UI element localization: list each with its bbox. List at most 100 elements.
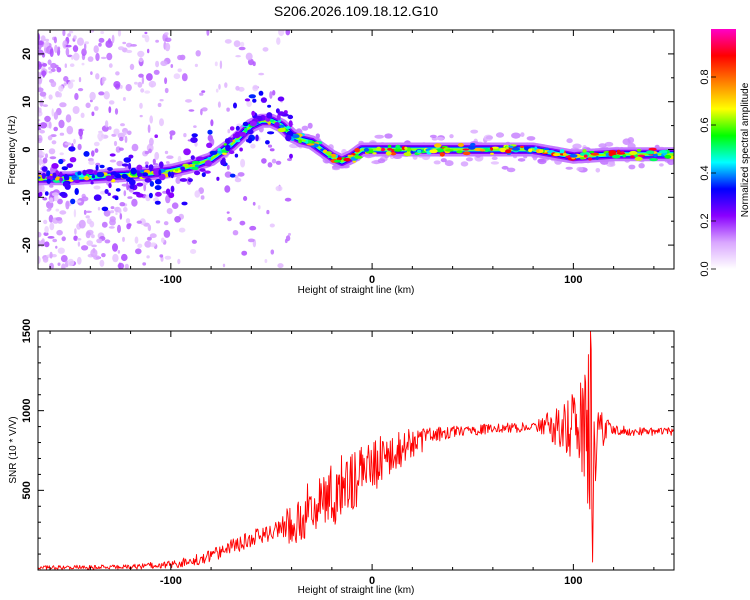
spectrogram-noise-cell: [53, 126, 58, 132]
spectrogram-ridge-cell: [590, 152, 600, 156]
spectrogram-noise-cell: [131, 198, 138, 207]
spectrogram-noise-cell: [115, 146, 121, 153]
spectrogram-noise-cell: [76, 238, 82, 241]
spectrogram-noise-cell: [181, 201, 188, 206]
colorbar-bar: [711, 29, 736, 269]
spectrogram-noise-cell: [122, 236, 125, 242]
spectrogram-noise-cell: [148, 164, 154, 171]
spectrogram-noise-cell: [565, 166, 573, 170]
spectrogram-noise-cell: [107, 38, 112, 44]
spectrogram-noise-cell: [194, 170, 201, 176]
spectrogram-noise-cell: [63, 82, 67, 86]
spectrogram-noise-cell: [276, 37, 281, 45]
spectrogram-noise-cell: [185, 99, 192, 103]
spectrogram-noise-cell: [77, 143, 82, 151]
spectrogram-noise-cell: [121, 183, 128, 187]
spectrogram-noise-cell: [61, 166, 68, 171]
spectrogram-noise-cell: [47, 59, 52, 65]
spectrogram-noise-cell: [576, 166, 584, 172]
spectrogram-noise-cell: [62, 40, 68, 49]
spectrogram-ridge-cell: [223, 143, 227, 146]
spectrogram-ridge-cell: [404, 146, 408, 150]
spectrogram-noise-cell: [163, 221, 169, 226]
spectrogram-noise-cell: [51, 108, 54, 117]
spectrogram-ridge-cell: [277, 127, 286, 133]
spectrogram-noise-cell: [224, 138, 230, 144]
spectrogram-noise-cell: [45, 153, 48, 159]
spectrogram-noise-cell: [164, 255, 172, 260]
spectrogram-noise-cell: [495, 132, 505, 138]
spectrogram-noise-cell: [44, 241, 50, 248]
spectrogram-noise-cell: [38, 119, 41, 122]
spectrogram-noise-cell: [57, 92, 62, 98]
spectrogram-noise-cell: [108, 182, 112, 189]
spectrogram-noise-cell: [147, 48, 150, 54]
spectrogram-noise-cell: [159, 254, 164, 258]
spectrogram-ridge-cell: [499, 147, 507, 153]
spectrogram-noise-cell: [121, 253, 128, 262]
snr-background: [38, 331, 674, 570]
spectrogram-ridge-cell: [580, 157, 585, 160]
spectrogram-noise-cell: [126, 42, 133, 48]
spectrogram-noise-cell: [659, 163, 664, 167]
spectrogram-noise-cell: [229, 173, 236, 178]
spectrogram-noise-cell: [59, 102, 67, 108]
spectrogram-noise-cell: [44, 191, 49, 196]
spectrogram-ridge-cell: [191, 164, 196, 168]
spectrogram-noise-cell: [491, 156, 498, 160]
spectrogram-noise-cell: [73, 209, 77, 218]
spectrogram-ridge-cell: [630, 155, 635, 158]
spectrogram-noise-cell: [429, 134, 437, 138]
snr-y-ticks: 500 1000 1500: [21, 319, 674, 555]
spectrogram-noise-cell: [128, 179, 136, 186]
spectrogram-noise-cell: [123, 190, 127, 197]
spectrogram-noise-cell: [123, 207, 128, 212]
spectrogram-noise-cell: [177, 155, 182, 163]
spectrogram-noise-cell: [103, 91, 110, 100]
spectrogram-y-ticks: -20 -10 0 10 20: [21, 29, 674, 270]
spectrogram-noise-cell: [154, 185, 162, 191]
spectrogram-ridge-cell: [343, 157, 351, 162]
spectrogram-ridge-cell: [605, 152, 610, 157]
spectrogram-noise-cell: [38, 138, 42, 141]
spectrogram-noise-cell: [218, 83, 221, 90]
spectrogram-noise-cell: [216, 176, 220, 181]
spectrogram-noise-cell: [206, 142, 213, 148]
spectrogram-noise-cell: [233, 102, 237, 109]
spectrogram-noise-cell: [149, 233, 157, 239]
spectrogram-noise-cell: [150, 242, 157, 247]
spectrogram-noise-cell: [224, 171, 232, 178]
spectrogram-noise-cell: [234, 153, 239, 158]
spectrogram-noise-cell: [196, 156, 204, 161]
spectrogram-noise-cell: [190, 249, 197, 254]
spectrogram-noise-cell: [66, 174, 70, 181]
spectrogram-noise-cell: [137, 81, 143, 88]
spectrogram-noise-cell: [93, 141, 100, 147]
spectrogram-ridge-cell: [636, 148, 642, 152]
spectrogram-noise-cell: [85, 215, 90, 219]
spectrogram-noise-cell: [49, 184, 54, 188]
spectrogram-noise-cell: [50, 68, 56, 73]
spectrogram-noise-cell: [285, 30, 291, 36]
figure-title: S206.2026.109.18.12.G10: [274, 3, 438, 19]
spectrogram-noise-cell: [252, 98, 257, 103]
spectrogram-noise-cell: [38, 77, 42, 85]
spectrogram-noise-cell: [153, 69, 160, 75]
spectrogram-noise-cell: [108, 100, 115, 105]
spectrogram-ridge-cell: [553, 153, 561, 157]
y-tick-label: 0: [21, 146, 33, 152]
spectrogram-noise-cell: [62, 30, 66, 37]
spectrogram-noise-cell: [38, 255, 41, 265]
spectrogram-noise-cell: [97, 132, 105, 141]
spectrogram-noise-cell: [107, 192, 111, 196]
spectrogram-image: [38, 30, 674, 269]
spectrogram-noise-cell: [267, 131, 275, 135]
spectrogram-noise-cell: [121, 173, 128, 179]
spectrogram-ridge-cell: [479, 149, 486, 152]
spectrogram-noise-cell: [57, 262, 61, 266]
spectrogram-noise-cell: [606, 162, 616, 168]
spectrogram-noise-cell: [38, 87, 44, 93]
spectrogram-ridge-cell: [306, 143, 315, 146]
spectrogram-noise-cell: [149, 115, 153, 124]
snr-x-axis-label: Height of straight line (km): [298, 585, 415, 596]
